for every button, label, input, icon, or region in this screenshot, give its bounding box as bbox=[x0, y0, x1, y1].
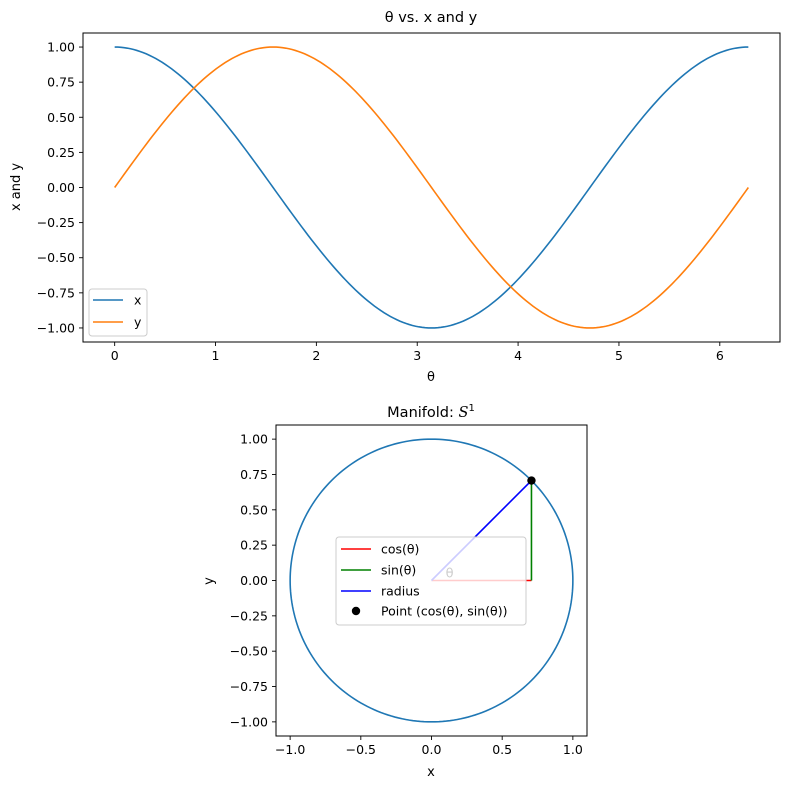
y-tick-label: 0.75 bbox=[47, 75, 75, 90]
legend-marker-point bbox=[351, 606, 361, 616]
y-tick-label: −0.75 bbox=[37, 285, 75, 300]
legend-label-cos: cos(θ) bbox=[381, 542, 419, 557]
bottom-chart-legend: cos(θ) sin(θ) radius Point (cos(θ), sin(… bbox=[335, 536, 527, 626]
bottom-chart-title: Manifold: S1 bbox=[387, 403, 475, 421]
legend-label-x: x bbox=[134, 293, 141, 308]
series-line-x bbox=[114, 46, 749, 329]
y-tick-label: 0.00 bbox=[47, 180, 75, 195]
top-chart-x-axis-label: θ bbox=[427, 370, 435, 385]
x-tick-label: 0 bbox=[111, 348, 119, 363]
y-tick-label: 0.25 bbox=[240, 538, 268, 553]
x-tick-label: 2 bbox=[312, 348, 320, 363]
x-tick-label: 3 bbox=[413, 348, 421, 363]
bottom-chart-title-superscript: 1 bbox=[468, 403, 474, 414]
y-tick-label: −1.00 bbox=[37, 320, 75, 335]
top-chart-plot-area bbox=[114, 46, 749, 329]
legend-label-radius: radius bbox=[381, 584, 420, 599]
x-tick-label: −0.5 bbox=[346, 742, 376, 757]
x-tick-label: 1.0 bbox=[563, 742, 583, 757]
y-tick-label: 1.00 bbox=[47, 40, 75, 55]
top-chart-legend: x y bbox=[88, 288, 148, 337]
legend-label-y: y bbox=[134, 315, 142, 330]
top-chart: θ vs. x and y 0 1 2 3 4 5 6 −1.00 −0.75 −0.50 −0.… bbox=[9, 10, 781, 385]
y-tick-label: 0.75 bbox=[240, 467, 268, 482]
bottom-chart-title-math: S bbox=[459, 405, 469, 421]
y-tick-label: −0.25 bbox=[230, 608, 268, 623]
legend-label-point: Point (cos(θ), sin(θ)) bbox=[381, 604, 507, 619]
bottom-chart-legend-box bbox=[335, 536, 527, 626]
y-tick-label: 1.00 bbox=[240, 432, 268, 447]
x-tick-label: 4 bbox=[514, 348, 522, 363]
bottom-chart-y-axis-label: y bbox=[202, 577, 217, 585]
top-chart-x-ticks: 0 1 2 3 4 5 6 bbox=[111, 342, 724, 363]
y-tick-label: 0.50 bbox=[47, 110, 75, 125]
x-tick-label: 1 bbox=[212, 348, 220, 363]
y-tick-label: −0.25 bbox=[37, 215, 75, 230]
bottom-chart-title-text: Manifold: bbox=[387, 405, 458, 421]
x-tick-label: 6 bbox=[716, 348, 724, 363]
y-tick-label: −0.50 bbox=[37, 250, 75, 265]
legend-label-sin: sin(θ) bbox=[381, 563, 416, 578]
bottom-chart-y-ticks: −1.00 −0.75 −0.50 −0.25 0.00 0.25 0.50 0.75 1.00 bbox=[230, 432, 276, 729]
y-tick-label: 0.00 bbox=[240, 573, 268, 588]
point-marker bbox=[527, 476, 536, 485]
top-chart-y-axis-label: x and y bbox=[9, 163, 24, 211]
bottom-chart: Manifold: S1 θ −1.0−0.50.00.51.0 −1.00−0… bbox=[202, 403, 588, 780]
top-chart-y-ticks: −1.00 −0.75 −0.50 −0.25 0.00 0.25 0.50 0.75 1.00 bbox=[37, 40, 83, 335]
bottom-chart-x-ticks: −1.0 −0.5 0.0 0.5 1.0 bbox=[275, 736, 583, 757]
top-chart-title: θ vs. x and y bbox=[385, 10, 478, 26]
x-tick-label: 0.0 bbox=[422, 742, 442, 757]
y-tick-label: −1.00 bbox=[230, 714, 268, 729]
x-tick-label: 0.5 bbox=[492, 742, 512, 757]
series-line-y bbox=[114, 46, 749, 329]
unit-circle bbox=[289, 438, 574, 723]
bottom-chart-x-axis-label: x bbox=[427, 765, 435, 780]
x-tick-label: −1.0 bbox=[275, 742, 305, 757]
y-tick-label: 0.25 bbox=[47, 145, 75, 160]
y-tick-label: −0.50 bbox=[230, 644, 268, 659]
x-tick-label: 5 bbox=[615, 348, 623, 363]
y-tick-label: −0.75 bbox=[230, 679, 268, 694]
y-tick-label: 0.50 bbox=[240, 502, 268, 517]
